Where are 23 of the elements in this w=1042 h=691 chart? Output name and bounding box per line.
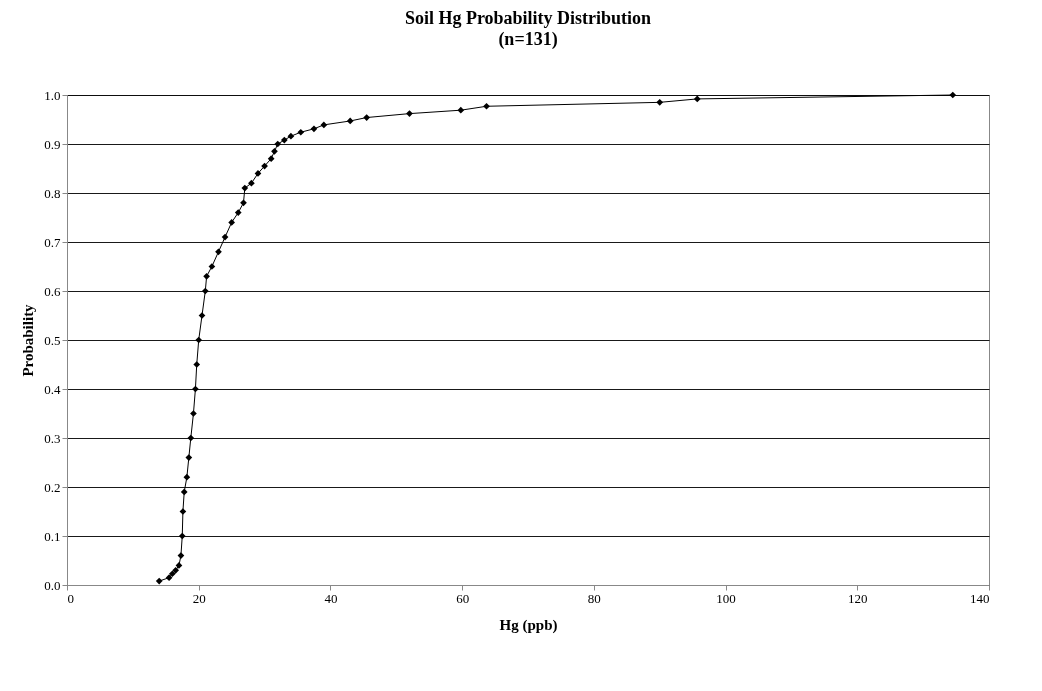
- y-tick-label: 1.0: [44, 87, 61, 103]
- y-tick-label: 0.6: [44, 283, 61, 299]
- x-tick-label: 120: [848, 590, 868, 606]
- y-tick-label: 0.7: [44, 234, 61, 250]
- y-tick-label: 0.0: [44, 577, 61, 593]
- chart-subtitle: (n=131): [498, 29, 558, 50]
- x-axis-title: Hg (ppb): [499, 616, 558, 634]
- x-tick-label: 80: [587, 590, 601, 606]
- x-tick-label: 60: [456, 590, 470, 606]
- y-axis-title: Probability: [20, 303, 37, 377]
- x-tick-label: 100: [716, 590, 736, 606]
- x-tick-label: 20: [192, 590, 206, 606]
- y-tick-label: 0.4: [44, 381, 61, 397]
- y-tick-label: 0.2: [44, 479, 61, 495]
- y-tick-label: 0.8: [44, 185, 61, 201]
- chart-title: Soil Hg Probability Distribution: [404, 8, 652, 28]
- x-tick-label: 40: [324, 590, 338, 606]
- y-tick-label: 0.9: [44, 136, 61, 152]
- x-tick-label: 0: [67, 590, 74, 606]
- y-tick-label: 0.5: [44, 332, 61, 348]
- x-tick-label: 140: [970, 590, 990, 606]
- y-tick-label: 0.1: [44, 528, 61, 544]
- y-tick-label: 0.3: [44, 430, 61, 446]
